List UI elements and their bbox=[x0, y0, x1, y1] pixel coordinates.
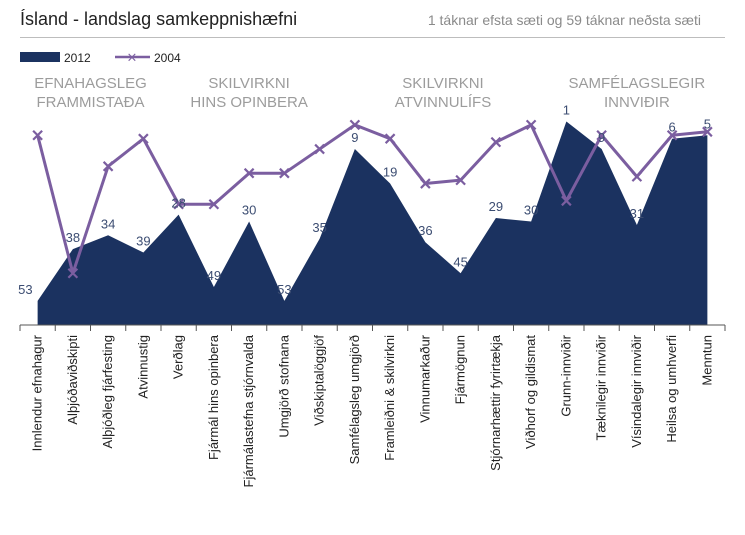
marker-2004 bbox=[455, 174, 466, 186]
data-label-2012: 9 bbox=[351, 130, 358, 145]
x-tick-label: Alþjóðleg fjárfesting bbox=[100, 335, 115, 448]
data-label-2012: 34 bbox=[101, 216, 115, 231]
x-tick-label: Fjármögnun bbox=[453, 335, 468, 404]
data-label-2012: 6 bbox=[669, 120, 676, 135]
marker-2004 bbox=[279, 167, 290, 179]
marker-2004 bbox=[173, 198, 184, 210]
data-label-2012: 38 bbox=[66, 230, 80, 245]
chart-title: Ísland - landslag samkeppnishæfni bbox=[20, 9, 298, 29]
x-axis-ticks bbox=[19, 325, 726, 331]
x-tick-label: Fjármál hins opinbera bbox=[206, 334, 221, 460]
x-tick-label: Tæknilegir innviðir bbox=[594, 334, 609, 440]
marker-2004 bbox=[631, 171, 643, 182]
x-tick-label: Grunn-innviðir bbox=[558, 334, 573, 416]
x-tick-label: Vísindalegir innviðir bbox=[629, 334, 644, 447]
data-label-2012: 31 bbox=[630, 206, 644, 221]
x-tick-label: Samfélagsleg umgjörð bbox=[347, 335, 362, 464]
marker-2004 bbox=[666, 129, 678, 141]
x-tick-label: Menntun bbox=[699, 335, 714, 386]
data-label-2012: 45 bbox=[453, 254, 467, 269]
marker-2004 bbox=[596, 129, 607, 141]
data-label-2012: 9 bbox=[598, 130, 605, 145]
data-label-2012: 53 bbox=[18, 282, 32, 297]
group-label-3-line1: SAMFÉLAGSLEGIR bbox=[569, 75, 706, 92]
x-tick-label: Atvinnustig bbox=[135, 335, 150, 399]
marker-2004 bbox=[561, 195, 572, 207]
series-2004-line bbox=[32, 119, 713, 279]
x-tick-label: Innlendur efnahagur bbox=[30, 334, 45, 451]
x-tick-label: Vinnumarkaður bbox=[417, 334, 432, 423]
group-label-2-line1: SKILVIRKNI bbox=[402, 75, 483, 92]
marker-2004 bbox=[32, 129, 43, 141]
data-label-2012: 28 bbox=[171, 196, 185, 211]
line-2004 bbox=[36, 123, 708, 275]
marker-2004 bbox=[314, 143, 325, 155]
group-label-2-line2: ATVINNULÍFS bbox=[395, 94, 491, 111]
marker-2004 bbox=[702, 126, 713, 138]
x-tick-label: Umgjörð stofnana bbox=[276, 334, 291, 437]
data-label-2012: 30 bbox=[242, 203, 256, 218]
data-label-2012: 30 bbox=[524, 203, 538, 218]
group-label-1-line2: HINS OPINBERA bbox=[190, 94, 308, 111]
x-tick-label: Alþjóðaviðskipti bbox=[65, 335, 80, 425]
x-tick-label: Fjármálastefna stjórnvalda bbox=[241, 334, 256, 487]
marker-2004 bbox=[67, 267, 79, 279]
x-tick-label: Heilsa og umhverfi bbox=[664, 335, 679, 443]
marker-2004 bbox=[243, 167, 255, 179]
data-label-2012: 53 bbox=[277, 282, 291, 297]
marker-2004 bbox=[349, 119, 361, 131]
group-label-1-line1: SKILVIRKNI bbox=[208, 75, 289, 92]
x-tick-label: Framleiðni & skilvirkni bbox=[382, 335, 397, 461]
data-label-2012: 39 bbox=[136, 234, 150, 249]
legend-swatch-2012 bbox=[20, 52, 60, 62]
group-label-0-line1: EFNAHAGSLEG bbox=[34, 75, 147, 92]
x-axis-labels: Innlendur efnahagur Alþjóðaviðskipti Alþjó… bbox=[30, 334, 715, 487]
x-tick-label: Viðhorf og gildismat bbox=[523, 335, 538, 449]
x-tick-label: Verðlag bbox=[171, 335, 186, 379]
marker-2004 bbox=[420, 178, 431, 189]
legend-label-2004: 2004 bbox=[154, 51, 181, 65]
data-label-2012: 19 bbox=[383, 165, 397, 180]
data-label-2012: 29 bbox=[489, 199, 503, 214]
marker-2004 bbox=[138, 133, 149, 144]
legend-marker-2004: × bbox=[127, 51, 138, 66]
x-tick-label: Viðskiptalöggjöf bbox=[312, 335, 327, 426]
marker-2004 bbox=[208, 198, 220, 210]
legend: 2012 × 2004 bbox=[20, 51, 181, 66]
data-label-2012: 1 bbox=[563, 102, 570, 117]
data-label-2012: 35 bbox=[312, 220, 326, 235]
marker-2004 bbox=[384, 133, 396, 144]
series-2012-area bbox=[37, 121, 708, 325]
chart-subtitle: 1 táknar efsta sæti og 59 táknar neðsta … bbox=[427, 12, 701, 28]
title-divider bbox=[20, 37, 725, 38]
legend-label-2012: 2012 bbox=[64, 51, 91, 65]
data-label-2012: 5 bbox=[704, 116, 711, 131]
group-label-3-line2: INNVIÐIR bbox=[604, 94, 670, 111]
x-tick-label: Stjórnarhættir fyrirtækja bbox=[488, 334, 503, 471]
marker-2004 bbox=[490, 136, 502, 148]
marker-2004 bbox=[525, 119, 537, 131]
area-2012 bbox=[37, 121, 708, 325]
data-label-2012: 36 bbox=[418, 223, 432, 238]
group-labels: EFNAHAGSLEG FRAMMISTAÐA SKILVIRKNI HINS OPI… bbox=[34, 75, 705, 111]
group-label-0-line2: FRAMMISTAÐA bbox=[36, 94, 144, 111]
marker-2004 bbox=[102, 161, 114, 172]
data-label-2012: 49 bbox=[207, 268, 221, 283]
